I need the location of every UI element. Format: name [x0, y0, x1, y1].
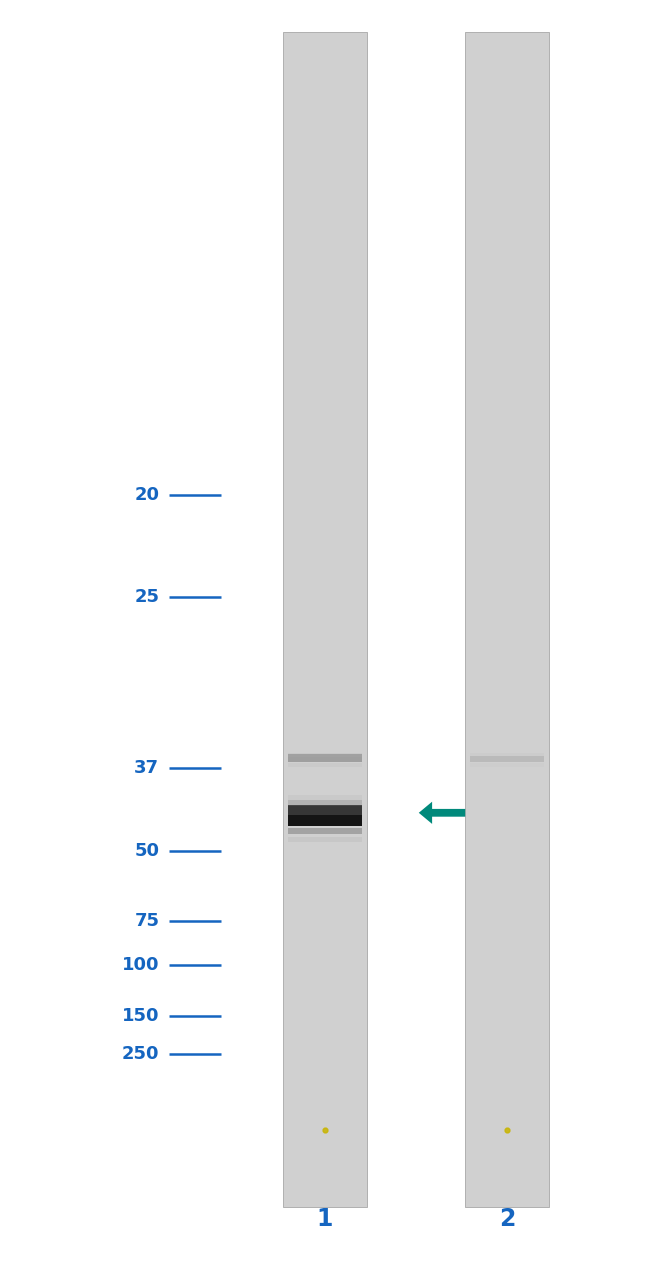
- Text: 50: 50: [135, 842, 159, 860]
- Bar: [288, 800, 362, 806]
- Bar: [283, 32, 367, 1206]
- Bar: [288, 828, 362, 834]
- Bar: [288, 795, 362, 800]
- Bar: [288, 753, 362, 757]
- Text: 250: 250: [122, 1045, 159, 1063]
- Bar: [288, 754, 362, 762]
- Text: 75: 75: [135, 912, 159, 930]
- Text: 25: 25: [135, 588, 159, 606]
- Text: 100: 100: [122, 956, 159, 974]
- Bar: [288, 815, 362, 826]
- Bar: [470, 756, 544, 762]
- Bar: [288, 805, 362, 815]
- Text: 150: 150: [122, 1007, 159, 1025]
- Bar: [465, 32, 549, 1206]
- Bar: [288, 837, 362, 842]
- Text: 2: 2: [499, 1208, 515, 1231]
- Text: 1: 1: [317, 1208, 333, 1231]
- Text: 20: 20: [135, 486, 159, 504]
- Text: 37: 37: [135, 759, 159, 777]
- Bar: [470, 763, 544, 767]
- Bar: [288, 763, 362, 767]
- Bar: [470, 753, 544, 757]
